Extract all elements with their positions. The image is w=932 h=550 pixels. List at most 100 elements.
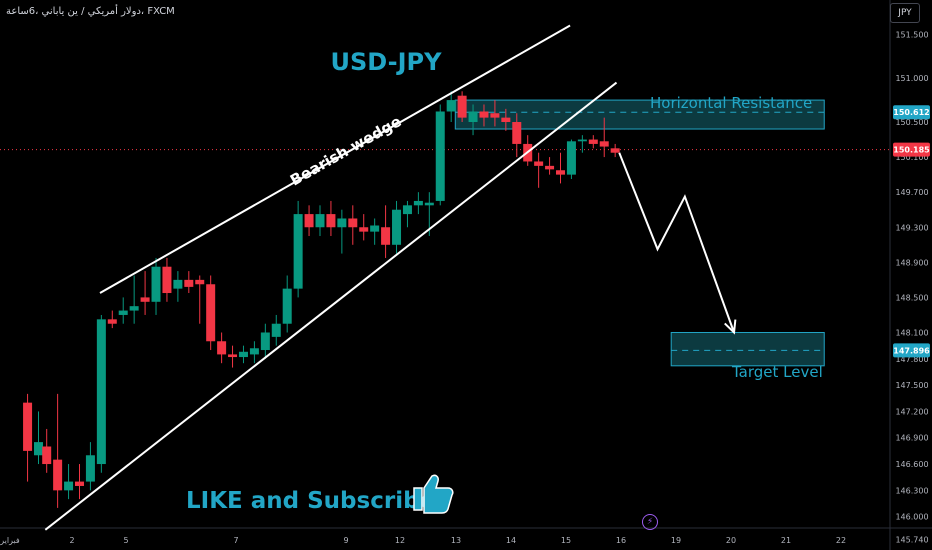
candle-body [293,214,303,289]
candle-body [381,227,391,245]
candle-body [610,148,620,153]
candle-body [435,111,445,201]
candle [107,310,117,329]
annotation-lines [44,24,737,531]
candle-body [217,341,227,355]
candle [118,297,128,324]
candle-body [107,319,117,324]
candle-body [359,227,369,232]
candle [206,275,216,351]
candle [337,209,347,254]
candle [370,218,380,245]
candle [96,314,106,473]
candle [359,214,369,241]
candle-body [326,214,336,228]
price-tick-label: 149.700 [895,188,928,197]
candle [271,314,281,346]
candle [151,257,161,315]
candle [446,91,456,123]
time-tick-label: 13 [451,536,461,545]
candle [435,104,445,206]
candle-body [74,481,84,486]
candle [610,143,620,158]
candle [326,200,336,237]
time-axis: فبراير 2 5 7 9 12 13 14 15 16 19 20 21 22 [0,536,846,545]
price-tick-label: 146.300 [895,486,928,495]
candles [23,91,620,508]
price-tick-label: 146.600 [895,460,928,469]
candle [33,411,43,465]
time-tick-label: 12 [395,536,405,545]
time-tick-label: فبراير [0,536,20,545]
candle-body [162,266,172,294]
candle [293,200,303,298]
candle [23,393,33,482]
price-tick-label: 146.900 [895,434,928,443]
time-tick-label: 19 [671,536,681,545]
pattern-label: Bearish wedge [287,112,404,189]
candle-body [337,218,347,228]
candle [588,135,598,149]
candle-body [282,288,292,324]
candle-body [348,218,358,228]
annotation-zones [0,99,890,367]
candle-body [479,111,489,118]
candle [42,428,52,473]
time-tick-label: 21 [781,536,791,545]
candle [304,205,314,237]
price-badge-bg [893,343,930,358]
candle [402,200,412,228]
price-badge-bg [893,142,930,157]
candle [599,117,609,158]
candle [64,464,74,500]
price-badge-label: 147.896 [893,346,930,355]
price-tick-label: 145.740 [895,535,928,544]
price-tick-label: 147.800 [895,355,928,364]
candle [228,345,238,368]
candle-body [457,95,467,118]
candle [238,345,248,364]
candle [53,393,63,508]
candle-body [512,122,522,144]
candle [129,275,139,324]
candle-body [184,279,194,287]
candle-body [370,225,380,232]
candle [381,205,391,258]
price-tick-label: 149.300 [895,223,928,232]
candle-body [195,279,205,285]
wedge-lower-line [44,81,618,531]
time-tick-label: 16 [616,536,626,545]
candle-body [556,170,566,175]
candle [501,108,511,131]
candle-body [96,319,106,465]
price-tick-label: 148.100 [895,328,928,337]
price-tick-label: 151.500 [895,30,928,39]
currency-button[interactable]: JPY [890,3,920,23]
candle-body [534,161,544,166]
candle [457,91,467,123]
thumbs-up-shape [413,474,454,514]
candle-body [446,100,456,112]
price-badge: 150.612 [893,105,930,120]
candle-body [392,209,402,245]
lightning-icon[interactable]: ⚡ [642,514,658,530]
candle [468,104,478,136]
candle [392,200,402,254]
candle-body [304,214,314,228]
candle-body [33,442,43,456]
thumbs-up-icon [413,474,454,514]
candle-body [468,111,478,123]
price-tick-label: 148.900 [895,258,928,267]
candle-body [23,402,33,451]
promo-text: LIKE and Subscribe [186,488,435,514]
candle [545,157,555,175]
symbol-header[interactable]: دولار أمريكي / ين ياباني ،6ساعة، FXCM [6,6,175,17]
candle [249,341,259,364]
candle-body [588,139,598,144]
candle-body [129,306,139,311]
candle-body [118,310,128,315]
price-badge-label: 150.185 [893,146,930,155]
candle [556,152,566,184]
